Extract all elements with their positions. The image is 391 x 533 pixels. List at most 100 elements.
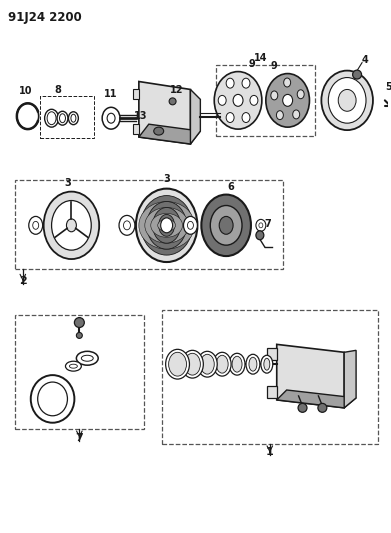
Ellipse shape [232, 356, 242, 372]
Ellipse shape [169, 352, 187, 376]
Ellipse shape [200, 354, 214, 374]
Ellipse shape [266, 74, 309, 127]
Ellipse shape [226, 78, 234, 88]
Ellipse shape [226, 112, 234, 123]
Polygon shape [277, 390, 356, 408]
Ellipse shape [214, 71, 262, 129]
Ellipse shape [284, 78, 291, 87]
Ellipse shape [31, 375, 74, 423]
Ellipse shape [328, 77, 366, 123]
Ellipse shape [74, 318, 84, 327]
Bar [216, 64, 316, 136]
Text: 13: 13 [134, 111, 147, 121]
Ellipse shape [318, 403, 327, 413]
Text: 9: 9 [271, 61, 277, 70]
Text: 5: 5 [386, 83, 391, 92]
Ellipse shape [261, 356, 273, 373]
Polygon shape [133, 124, 139, 134]
Ellipse shape [213, 352, 231, 376]
Text: 7: 7 [75, 433, 83, 442]
Ellipse shape [145, 207, 188, 243]
Ellipse shape [68, 112, 78, 125]
Text: 6: 6 [228, 182, 235, 191]
Ellipse shape [136, 189, 197, 262]
Polygon shape [267, 386, 277, 398]
Ellipse shape [17, 103, 39, 129]
Ellipse shape [71, 114, 76, 122]
Text: 14: 14 [254, 53, 267, 63]
Polygon shape [277, 344, 344, 408]
Ellipse shape [293, 110, 300, 119]
Text: 9: 9 [249, 59, 255, 69]
Ellipse shape [70, 364, 77, 368]
Ellipse shape [139, 201, 194, 249]
Ellipse shape [102, 107, 120, 129]
Ellipse shape [166, 349, 190, 379]
Ellipse shape [216, 356, 228, 373]
Text: 11: 11 [104, 90, 118, 99]
Ellipse shape [124, 221, 131, 230]
Text: 91J24 2200: 91J24 2200 [8, 11, 82, 24]
Ellipse shape [159, 214, 174, 236]
Ellipse shape [283, 94, 292, 106]
Text: 7: 7 [264, 219, 271, 229]
Ellipse shape [45, 109, 59, 127]
Ellipse shape [246, 354, 260, 374]
Ellipse shape [169, 98, 176, 105]
Ellipse shape [201, 195, 251, 256]
Ellipse shape [242, 112, 250, 123]
Ellipse shape [321, 70, 373, 130]
Ellipse shape [119, 215, 135, 235]
Ellipse shape [158, 220, 176, 231]
Ellipse shape [338, 90, 356, 111]
Polygon shape [344, 350, 356, 408]
Ellipse shape [52, 200, 91, 250]
Ellipse shape [66, 219, 76, 232]
Polygon shape [190, 90, 200, 144]
Ellipse shape [59, 114, 65, 123]
Ellipse shape [76, 333, 83, 338]
Text: 3: 3 [64, 177, 71, 188]
Ellipse shape [242, 78, 250, 88]
Ellipse shape [250, 95, 258, 106]
Ellipse shape [353, 70, 362, 79]
Polygon shape [139, 124, 200, 144]
Ellipse shape [276, 111, 283, 119]
Bar [15, 180, 283, 269]
Ellipse shape [181, 350, 203, 378]
Ellipse shape [153, 207, 181, 243]
Ellipse shape [161, 218, 172, 233]
Bar [39, 96, 94, 138]
Ellipse shape [219, 216, 233, 235]
Ellipse shape [44, 191, 99, 259]
Ellipse shape [151, 213, 183, 237]
Polygon shape [139, 82, 190, 144]
Ellipse shape [65, 361, 81, 371]
Text: 8: 8 [54, 85, 61, 95]
Ellipse shape [81, 356, 93, 361]
Bar [162, 310, 378, 443]
Ellipse shape [141, 196, 192, 255]
Text: 1: 1 [266, 447, 274, 457]
Ellipse shape [298, 403, 307, 413]
Ellipse shape [229, 353, 245, 375]
Text: 3: 3 [163, 174, 170, 184]
Text: 2: 2 [19, 276, 27, 286]
Ellipse shape [33, 221, 39, 229]
Ellipse shape [185, 353, 200, 375]
Text: 12: 12 [170, 85, 183, 95]
Ellipse shape [259, 223, 263, 228]
Ellipse shape [271, 91, 278, 100]
Ellipse shape [147, 201, 187, 249]
Polygon shape [133, 90, 139, 99]
Ellipse shape [29, 216, 43, 235]
Ellipse shape [297, 90, 304, 99]
Ellipse shape [76, 351, 98, 365]
Ellipse shape [154, 127, 164, 135]
Ellipse shape [210, 206, 242, 245]
Text: 10: 10 [19, 86, 32, 96]
Ellipse shape [197, 351, 217, 377]
Ellipse shape [218, 95, 226, 106]
Ellipse shape [264, 358, 270, 370]
Text: 4: 4 [362, 55, 368, 64]
